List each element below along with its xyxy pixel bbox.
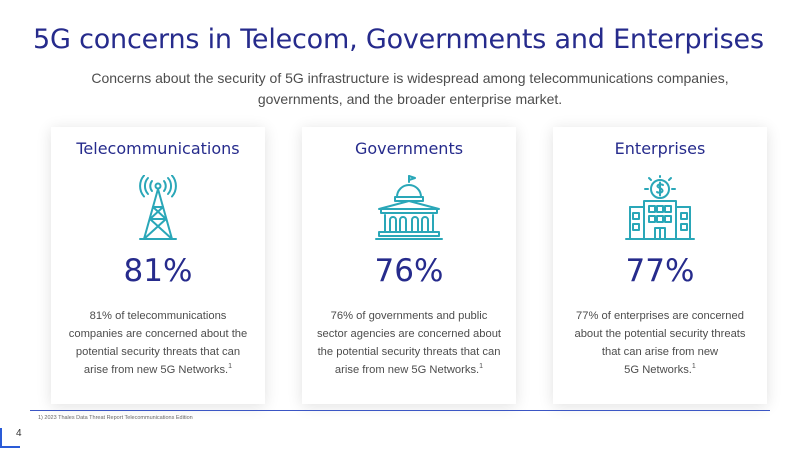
card-title: Governments	[354, 139, 464, 158]
footnote: 1) 2023 Thales Data Threat Report Teleco…	[38, 415, 193, 421]
card-description: 81% of telecommunications companies are …	[65, 307, 251, 379]
description-line: 81% of telecommunications	[89, 310, 227, 322]
card-title: Telecommunications	[76, 139, 240, 158]
description-line: arise from new 5G Networks.1	[83, 363, 233, 376]
subtitle-line: governments, and the broader enterprise …	[257, 91, 563, 107]
description-line: 76% of governments and public	[330, 310, 488, 322]
card-title: Enterprises	[614, 139, 706, 158]
enterprise-building-icon	[622, 175, 698, 247]
slide-title: 5G concerns in Telecom, Governments and …	[33, 24, 764, 55]
card-value: 77%	[625, 253, 695, 289]
description-line: sector agencies are concerned about	[316, 328, 502, 340]
card-value: 76%	[374, 253, 444, 289]
slide-subtitle: Concerns about the security of 5G infras…	[40, 68, 780, 110]
page-number: 4	[16, 428, 22, 439]
card-telecommunications: Telecommunications 81% 81% of telecommun…	[51, 127, 265, 404]
card-description: 77% of enterprises are concerned about t…	[567, 307, 753, 379]
card-governments: Governments 76% 76% of governments and p…	[302, 127, 516, 404]
footnote-ref: 1	[691, 363, 696, 370]
government-building-icon	[371, 175, 447, 247]
description-line: potential security threats that can	[75, 346, 241, 358]
corner-accent	[0, 446, 20, 448]
card-enterprises: Enterprises 77% 77% of enterprises are c…	[553, 127, 767, 404]
footnote-ref: 1	[479, 363, 484, 370]
description-line: about the potential security threats	[574, 328, 746, 340]
subtitle-line: Concerns about the security of 5G infras…	[91, 70, 729, 86]
card-description: 76% of governments and public sector age…	[316, 307, 502, 379]
cell-tower-icon	[120, 174, 196, 247]
corner-accent	[0, 428, 2, 448]
description-line: 5G Networks.1	[624, 363, 696, 376]
footer-divider	[30, 410, 770, 411]
footnote-ref: 1	[228, 363, 233, 370]
card-value: 81%	[123, 253, 193, 289]
description-line: the potential security threats that can	[317, 346, 501, 358]
description-line: 77% of enterprises are concerned	[576, 310, 744, 322]
description-line: that can arise from new	[601, 346, 719, 358]
description-line: companies are concerned about the	[68, 328, 248, 340]
description-line: arise from new 5G Networks.1	[334, 363, 484, 376]
